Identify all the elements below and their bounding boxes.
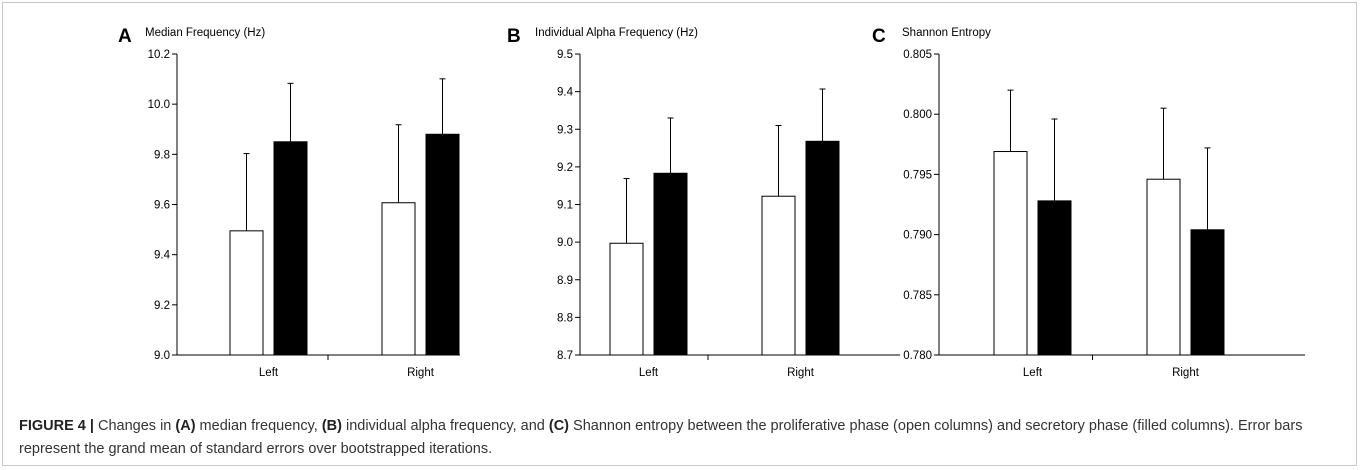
caption-label: FIGURE 4 | <box>19 418 94 434</box>
figure-caption: FIGURE 4 | Changes in (A) median frequen… <box>19 415 1339 461</box>
y-tick-label: 9.2 <box>557 162 573 174</box>
bar-right-filled <box>425 133 460 356</box>
bar-right-open <box>381 202 416 356</box>
y-tick-label: 0.790 <box>903 230 932 242</box>
panel-c: C Shannon Entropy 0.780 0.785 0.790 0.795 0.… <box>860 0 1320 400</box>
caption-text-1: Changes in <box>93 418 176 434</box>
y-tick-label: 8.8 <box>557 312 573 324</box>
category-label: Left <box>259 367 279 379</box>
y-tick-label: 0.785 <box>903 290 932 302</box>
bar-right-filled <box>805 140 840 356</box>
y-tick-label: 9.4 <box>154 250 171 262</box>
caption-text-4: Shannon entropy between the proliferativ… <box>19 418 1303 457</box>
panel-title: Shannon Entropy <box>902 27 991 39</box>
y-tick-label: 9.0 <box>557 237 573 249</box>
category-label: Right <box>407 367 435 379</box>
panel-letter: B <box>507 26 521 47</box>
y-tick-label: 9.2 <box>154 300 170 312</box>
caption-ref-b: (B) <box>321 418 342 434</box>
bar-left-filled <box>653 172 688 356</box>
y-tick-label: 8.7 <box>557 350 573 362</box>
bar-left-open <box>993 151 1028 356</box>
y-tick-label: 0.780 <box>903 350 932 362</box>
caption-ref-c: (C) <box>548 418 569 434</box>
bar-right-open <box>761 195 796 356</box>
category-label: Right <box>787 367 815 379</box>
y-tick-label: 9.1 <box>557 200 573 212</box>
y-tick-label: 9.6 <box>154 200 170 212</box>
chart-c: 0.780 0.785 0.790 0.795 0.800 0.805 Left Right <box>903 49 1305 379</box>
panel-letter: C <box>872 26 886 47</box>
category-label: Right <box>1172 367 1200 379</box>
panel-b: B Individual Alpha Frequency (Hz) 8.7 8.8… <box>460 0 900 400</box>
y-tick-label: 9.0 <box>154 350 170 362</box>
y-tick-label: 9.5 <box>557 49 573 61</box>
bar-left-filled <box>1037 200 1072 356</box>
y-tick-label: 0.800 <box>903 109 932 121</box>
caption-text-2: median frequency, <box>195 418 322 434</box>
bar-left-open <box>609 242 644 356</box>
bar-right-open <box>1146 178 1181 356</box>
y-tick-label: 10.2 <box>148 49 170 61</box>
category-label: Left <box>639 367 659 379</box>
caption-ref-a: (A) <box>175 418 196 434</box>
y-tick-label: 0.795 <box>903 169 932 181</box>
y-tick-label: 9.3 <box>557 124 573 136</box>
bar-right-filled <box>1190 229 1225 356</box>
bar-left-filled <box>273 141 308 356</box>
panel-a: A Median Frequency (Hz) 9.0 9.2 9.4 9.6 9.8 1… <box>0 0 460 400</box>
y-tick-label: 10.0 <box>148 99 170 111</box>
chart-a: 9.0 9.2 9.4 9.6 9.8 10.0 10.2 Left Right <box>148 49 460 379</box>
panel-title: Individual Alpha Frequency (Hz) <box>535 27 698 39</box>
panel-letter: A <box>118 26 132 47</box>
y-tick-label: 9.4 <box>557 87 574 99</box>
y-tick-label: 9.8 <box>154 149 170 161</box>
y-tick-label: 0.805 <box>903 49 932 61</box>
panel-title: Median Frequency (Hz) <box>145 27 266 39</box>
bar-left-open <box>229 230 264 356</box>
chart-b: 8.7 8.8 8.9 9.0 9.1 9.2 9.3 9.4 9.5 Left Right <box>557 49 900 379</box>
caption-text-3: individual alpha frequency, and <box>341 418 549 434</box>
y-tick-label: 8.9 <box>557 275 573 287</box>
category-label: Left <box>1023 367 1043 379</box>
